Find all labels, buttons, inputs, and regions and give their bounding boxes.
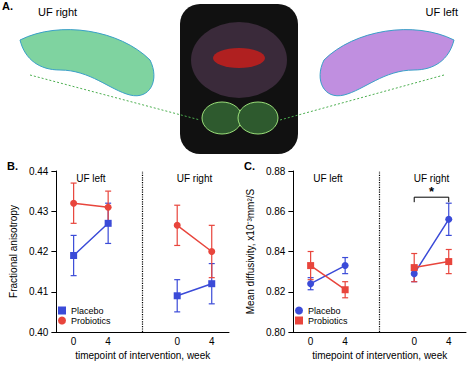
svg-text:0: 0 [411,336,417,347]
svg-text:Fractional anisotropy: Fractional anisotropy [8,205,19,298]
html-text:UF right: UF right [38,6,78,18]
svg-text:Placebo: Placebo [71,306,104,316]
svg-text:Placebo: Placebo [308,306,341,316]
svg-text:*: * [429,184,435,199]
svg-text:4: 4 [209,336,215,347]
svg-text:UF left: UF left [313,173,343,184]
svg-text:timepoint of intervention, wee: timepoint of intervention, week [312,350,448,361]
svg-text:B.: B. [7,160,18,172]
svg-text:0.43: 0.43 [29,206,49,217]
svg-text:UF left: UF left [76,173,106,184]
svg-text:Probiotics: Probiotics [308,316,348,326]
svg-text:Mean diffusivity, x10⁻³mm²/S: Mean diffusivity, x10⁻³mm²/S [245,188,256,314]
svg-text:timepoint of intervention, wee: timepoint of intervention, week [75,350,211,361]
svg-text:0: 0 [174,336,180,347]
svg-text:0.82: 0.82 [266,286,286,297]
html-text:UF left: UF left [425,6,458,18]
svg-text:0: 0 [71,336,77,347]
svg-text:0.88: 0.88 [266,166,286,177]
svg-text:4: 4 [105,336,111,347]
svg-text:UF right: UF right [177,173,213,184]
svg-text:4: 4 [446,336,452,347]
svg-text:C.: C. [244,160,255,172]
svg-text:0.44: 0.44 [29,166,49,177]
svg-text:0.86: 0.86 [266,206,286,217]
svg-text:0.80: 0.80 [266,327,286,338]
svg-text:0: 0 [308,336,314,347]
svg-text:0.41: 0.41 [29,286,49,297]
svg-text:Probiotics: Probiotics [71,316,111,326]
svg-text:4: 4 [342,336,348,347]
svg-text:0.84: 0.84 [266,246,286,257]
svg-text:UF right: UF right [414,173,450,184]
svg-text:0.42: 0.42 [29,246,49,257]
html-text:A.: A. [2,0,13,12]
svg-text:0.40: 0.40 [29,327,49,338]
